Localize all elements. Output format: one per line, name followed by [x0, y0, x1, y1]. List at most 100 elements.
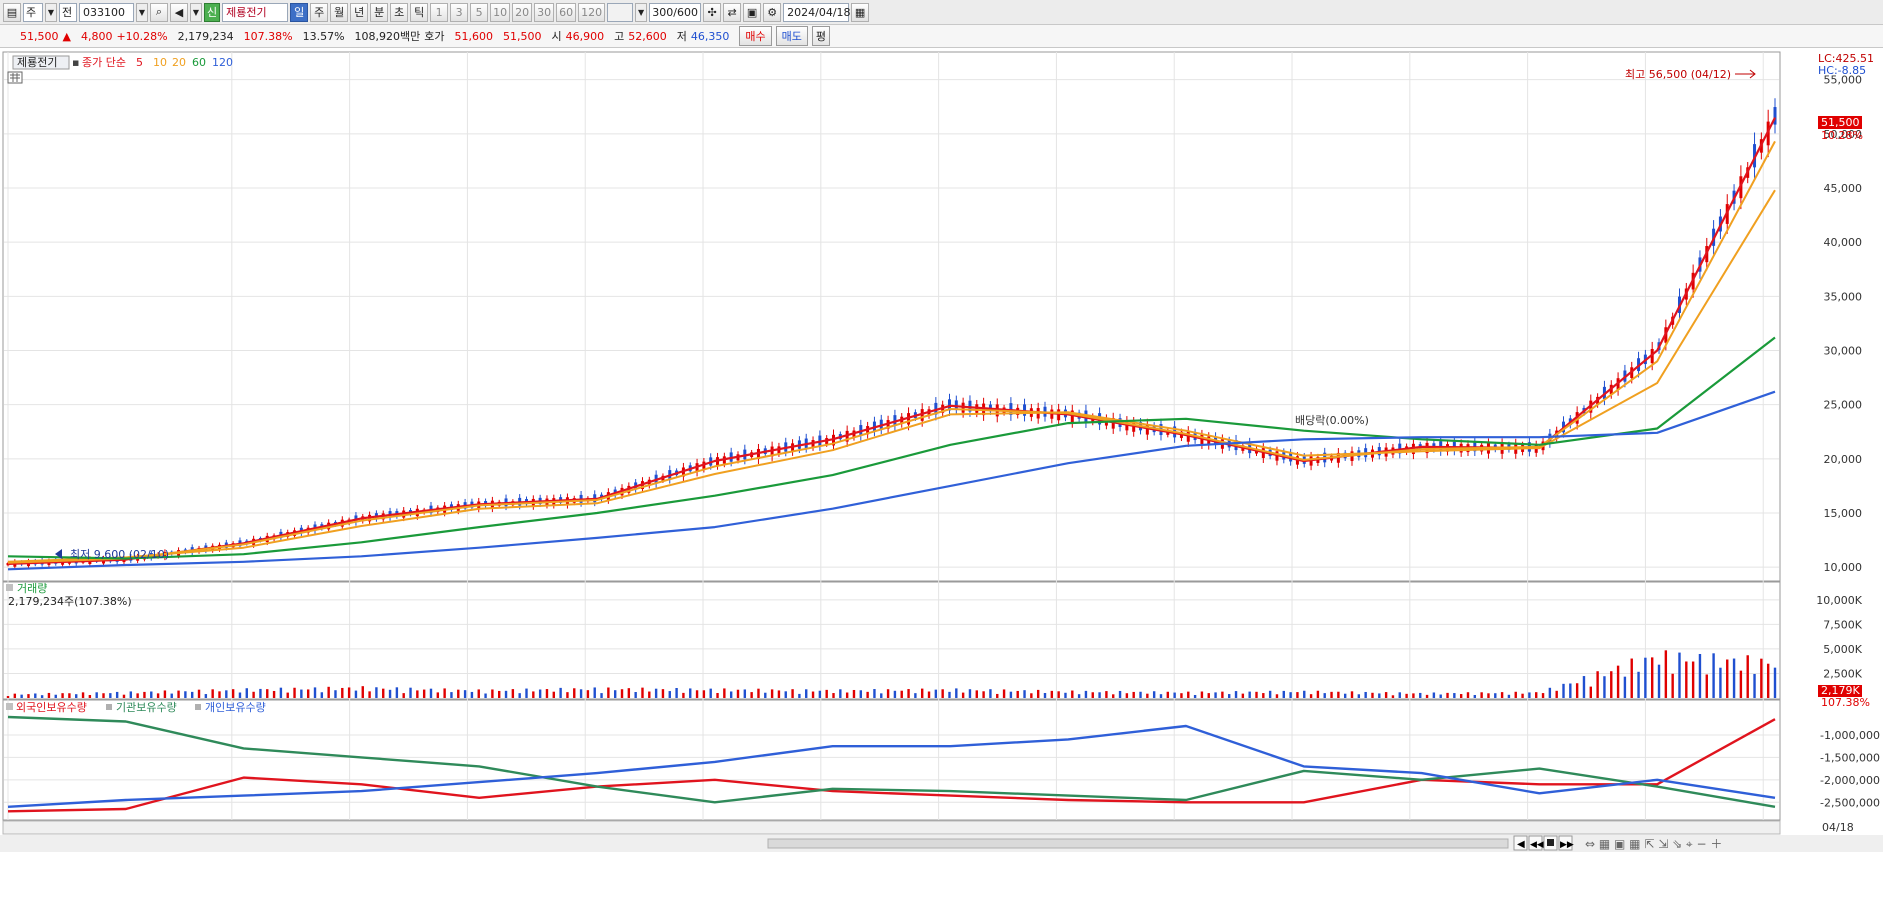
- chart-menu-icon[interactable]: ▤: [3, 2, 21, 22]
- speaker-icon[interactable]: ◀: [170, 2, 188, 22]
- volume-bar: [566, 692, 569, 698]
- volume-bar: [1112, 694, 1115, 698]
- open-label: 시: [551, 30, 562, 43]
- interval-button-30[interactable]: 30: [534, 2, 555, 22]
- period-type-select[interactable]: 주: [23, 2, 43, 22]
- volume-bar: [641, 687, 644, 698]
- open-price: 46,900: [565, 29, 605, 43]
- interval-button-20[interactable]: 20: [512, 2, 533, 22]
- interval-label: 1: [435, 5, 443, 19]
- volume-bar: [702, 690, 706, 698]
- speaker-dropdown-chevron-icon[interactable]: ▼: [190, 2, 202, 22]
- crosshair-icon[interactable]: ✣: [703, 2, 722, 22]
- volume-bar: [750, 692, 753, 698]
- scroll-left-button[interactable]: [1513, 835, 1528, 851]
- volume-bars: [6, 650, 1777, 698]
- volume-bar: [634, 692, 637, 698]
- stock-tag-box[interactable]: [12, 55, 70, 70]
- volume-bar: [416, 690, 419, 698]
- period-button-week[interactable]: 주: [310, 2, 329, 22]
- volume-bar: [1562, 683, 1565, 698]
- volume-bar: [716, 693, 719, 698]
- volume-bar: [880, 693, 883, 698]
- data-count-input[interactable]: 300/600: [649, 2, 702, 22]
- volume-bar: [1541, 693, 1545, 698]
- save-icon[interactable]: ▣: [743, 2, 762, 22]
- panel-handle-icon[interactable]: [6, 703, 13, 710]
- calendar-icon[interactable]: ▦: [851, 2, 870, 22]
- tool-icons[interactable]: ⇔ ▦ ▣ ▦ ⇱ ⇲ ⇘ ⌖ − ＋: [1585, 837, 1722, 851]
- period-button-tick[interactable]: 틱: [410, 2, 429, 22]
- interval-button-60[interactable]: 60: [556, 2, 577, 22]
- gear-icon[interactable]: ⚙: [763, 2, 782, 22]
- last-price-box: [1818, 116, 1862, 129]
- volume-bar: [191, 691, 194, 698]
- volume-bar: [34, 693, 37, 698]
- price-y-tick: 30,000: [1824, 345, 1863, 358]
- volume-bar: [1691, 661, 1695, 698]
- hc-label: HC:-8.85: [1818, 64, 1866, 77]
- y-axis-labels: 55,000 50,000 45,000 40,000 35,000 30,000 25,0…: [1816, 74, 1880, 810]
- volume-bar: [197, 689, 201, 698]
- fast-forward-button[interactable]: [1558, 835, 1573, 851]
- arrows-swap-icon[interactable]: ⇄: [723, 2, 742, 22]
- date-input[interactable]: 2024/04/18: [783, 2, 851, 22]
- market-select[interactable]: 전: [59, 2, 77, 22]
- chevron-down-icon[interactable]: ▼: [45, 2, 57, 22]
- volume-bar: [1275, 694, 1279, 698]
- quote-bar: 51,500 ▲ 4,800 +10.28% 2,179,234 107.38%…: [0, 25, 1883, 48]
- period-type-value: 주: [26, 6, 37, 19]
- panel-handle-icon[interactable]: [6, 584, 13, 591]
- volume-bar: [1343, 693, 1347, 698]
- volume-bar: [252, 691, 255, 698]
- ma-line-60: [7, 336, 1776, 560]
- ma10-legend: 10: [153, 56, 167, 69]
- period-button-day[interactable]: 일: [290, 2, 309, 22]
- evaluate-button[interactable]: 평: [811, 26, 831, 46]
- volume-bar: [1623, 676, 1627, 698]
- interval-button-1[interactable]: 1: [430, 2, 449, 22]
- volume-bar: [668, 691, 671, 698]
- period-button-minute[interactable]: 분: [370, 2, 389, 22]
- volume-bar: [1378, 693, 1381, 698]
- holdings-lines: [7, 715, 1776, 813]
- stock-code-input[interactable]: 033100: [79, 2, 134, 22]
- volume-bar: [334, 690, 337, 698]
- fast-rewind-button[interactable]: [1528, 835, 1543, 851]
- buy-button[interactable]: 매수: [739, 26, 772, 46]
- custom-interval-input[interactable]: [607, 2, 634, 22]
- volume-bar: [211, 689, 214, 698]
- interval-button-10[interactable]: 10: [490, 2, 511, 22]
- interval-button-5[interactable]: 5: [470, 2, 489, 22]
- volume-bar: [170, 693, 173, 698]
- period-button-month[interactable]: 월: [330, 2, 349, 22]
- max-arrow-icon: [1735, 69, 1756, 79]
- stock-name-field[interactable]: 제룡전기: [222, 2, 289, 22]
- code-dropdown-chevron-icon[interactable]: ▼: [136, 2, 148, 22]
- volume-bar: [825, 689, 828, 698]
- volume-bar: [1664, 650, 1668, 698]
- interval-button-3[interactable]: 3: [450, 2, 469, 22]
- volume-bar: [723, 688, 726, 698]
- price-change: 4,800: [80, 29, 113, 43]
- volume-bar: [689, 688, 692, 698]
- volume-bar: [409, 687, 412, 698]
- volume-bar: [1077, 694, 1081, 698]
- volume-bar: [921, 688, 924, 698]
- volume-bar: [1569, 683, 1572, 698]
- volume-bar: [450, 692, 453, 698]
- scrollbar-thumb[interactable]: [767, 838, 1509, 849]
- search-icon[interactable]: ⌕: [150, 2, 168, 22]
- volume-bar: [1255, 691, 1258, 698]
- volume-bar: [1173, 692, 1176, 698]
- period-button-year[interactable]: 년: [350, 2, 369, 22]
- period-button-second[interactable]: 초: [390, 2, 409, 22]
- interval-button-120[interactable]: 120: [578, 2, 606, 22]
- sell-button[interactable]: 매도: [775, 26, 808, 46]
- volume-bar: [231, 689, 235, 698]
- volume-bar: [955, 688, 958, 698]
- dividend-label: 배당락(0.00%): [1295, 414, 1369, 427]
- interval-dropdown-chevron-icon[interactable]: ▼: [635, 2, 648, 22]
- ma-line-20: [7, 189, 1776, 563]
- volume-bar: [1132, 691, 1135, 698]
